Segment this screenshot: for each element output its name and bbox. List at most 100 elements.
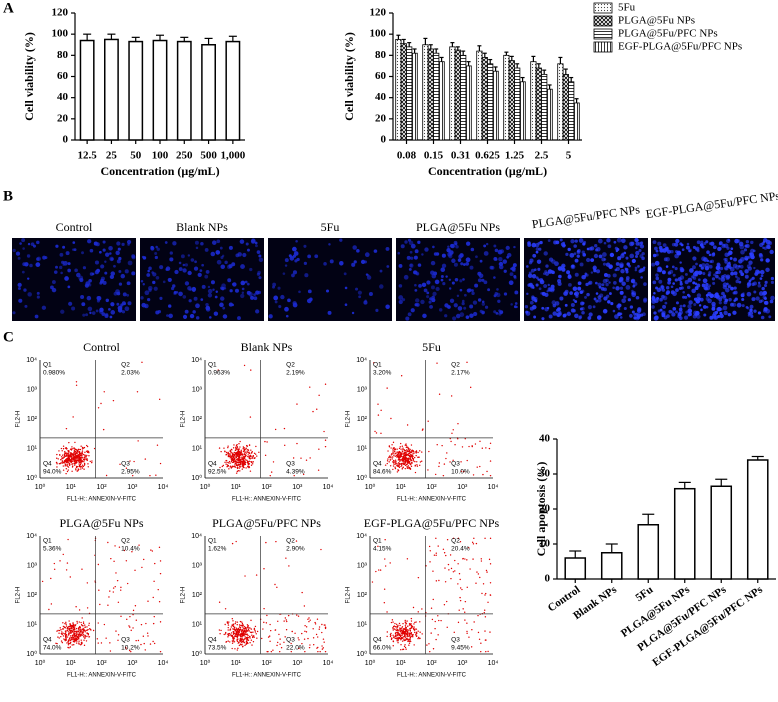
nucleus — [729, 266, 735, 272]
nucleus — [635, 250, 640, 256]
nucleus — [765, 258, 770, 263]
event-dot — [488, 558, 491, 561]
nucleus — [175, 290, 179, 294]
nucleus — [667, 277, 672, 282]
event-dot — [223, 633, 225, 636]
event-dot — [401, 630, 403, 632]
nucleus — [654, 315, 659, 320]
nucleus — [96, 296, 101, 300]
nucleus — [752, 249, 756, 253]
plot-title: Control — [83, 340, 120, 354]
event-dot — [218, 447, 221, 449]
event-dot — [402, 447, 404, 449]
event-dot — [67, 644, 70, 646]
nucleus — [657, 309, 661, 313]
event-dot — [248, 452, 250, 454]
y-tick-label: 20 — [375, 112, 387, 124]
event-dot — [380, 432, 382, 435]
nucleus — [561, 263, 566, 268]
event-dot — [249, 416, 252, 418]
quadrant-value: 20.4% — [451, 546, 470, 553]
event-dot — [388, 456, 390, 459]
nucleus — [155, 245, 158, 249]
event-dot — [78, 460, 80, 462]
event-dot — [230, 451, 232, 453]
nucleus — [652, 280, 657, 285]
nucleus — [739, 269, 743, 274]
nucleus — [239, 239, 245, 244]
event-dot — [417, 630, 419, 632]
event-dot — [477, 631, 480, 634]
event-dot — [242, 460, 244, 462]
fluorescence-image — [524, 237, 648, 321]
event-dot — [464, 438, 466, 440]
event-dot — [393, 625, 396, 627]
event-dot — [82, 453, 85, 456]
nucleus — [537, 267, 541, 271]
nucleus — [453, 262, 458, 267]
event-dot — [377, 403, 379, 405]
event-dot — [304, 630, 306, 633]
nucleus — [757, 283, 762, 288]
event-dot — [78, 468, 80, 471]
nucleus — [415, 298, 420, 303]
event-dot — [393, 628, 396, 630]
event-dot — [435, 552, 437, 554]
nucleus — [726, 246, 730, 250]
y-tick-label: 10² — [27, 416, 38, 423]
event-dot — [239, 466, 242, 468]
nucleus — [702, 278, 708, 284]
event-dot — [386, 387, 388, 389]
event-dot — [81, 448, 84, 450]
bar — [201, 44, 216, 141]
x-tick-label: 10⁴ — [488, 660, 499, 667]
nucleus — [543, 272, 546, 275]
nucleus — [619, 312, 623, 316]
nucleus — [246, 248, 250, 252]
event-dot — [239, 635, 241, 637]
nucleus — [108, 307, 111, 311]
event-dot — [73, 632, 76, 635]
nucleus — [410, 243, 416, 249]
event-dot — [245, 467, 247, 469]
event-dot — [449, 437, 451, 440]
event-dot — [412, 458, 415, 461]
legend-swatch — [593, 2, 613, 14]
event-dot — [72, 628, 75, 631]
event-dot — [67, 642, 70, 644]
event-dot — [459, 540, 462, 543]
event-dot — [244, 644, 246, 647]
event-dot — [227, 462, 230, 464]
bar — [476, 50, 483, 141]
x-tick-label: 10⁴ — [488, 484, 499, 491]
event-dot — [227, 636, 229, 638]
bar — [600, 552, 623, 580]
y-tick-label: 10⁴ — [356, 533, 367, 540]
event-dot — [301, 591, 303, 594]
y-tick-label: 10⁰ — [191, 474, 202, 482]
nucleus — [707, 298, 712, 304]
event-dot — [255, 445, 257, 448]
event-dot — [402, 622, 404, 625]
event-dot — [78, 452, 81, 454]
event-dot — [78, 628, 80, 630]
event-dot — [435, 554, 437, 556]
event-dot — [487, 650, 489, 653]
event-dot — [59, 454, 61, 456]
event-dot — [227, 629, 229, 631]
nucleus — [618, 279, 622, 283]
event-dot — [124, 646, 127, 649]
event-dot — [241, 637, 243, 639]
event-dot — [464, 600, 467, 603]
nucleus — [509, 272, 514, 277]
event-dot — [83, 461, 85, 463]
event-dot — [291, 630, 293, 633]
event-dot — [239, 626, 242, 629]
nucleus — [607, 244, 612, 249]
event-dot — [435, 638, 437, 641]
nucleus — [36, 240, 40, 245]
event-dot — [230, 626, 233, 628]
event-dot — [128, 649, 131, 652]
nucleus — [207, 285, 211, 289]
nucleus — [739, 264, 744, 269]
